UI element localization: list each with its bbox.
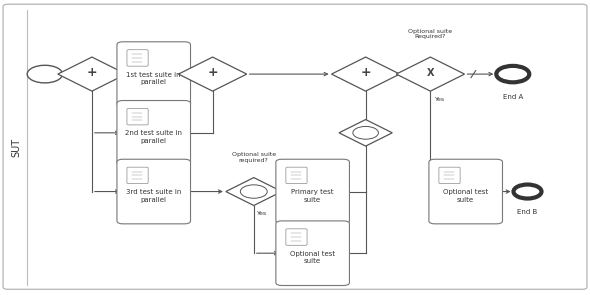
- Text: Optional test
suite: Optional test suite: [443, 189, 489, 203]
- Text: Primary test
suite: Primary test suite: [291, 189, 334, 203]
- Polygon shape: [58, 57, 126, 91]
- Text: Yes: Yes: [257, 212, 267, 216]
- Polygon shape: [339, 119, 392, 146]
- Text: 1st test suite in
parallel: 1st test suite in parallel: [126, 72, 181, 85]
- Text: Optional suite
required?: Optional suite required?: [232, 152, 276, 163]
- FancyBboxPatch shape: [117, 159, 191, 224]
- Text: 2nd test suite in
parallel: 2nd test suite in parallel: [125, 130, 182, 144]
- FancyBboxPatch shape: [117, 101, 191, 165]
- Text: SUT: SUT: [12, 138, 22, 157]
- Circle shape: [353, 127, 378, 139]
- FancyBboxPatch shape: [127, 109, 148, 125]
- FancyBboxPatch shape: [3, 4, 587, 289]
- FancyBboxPatch shape: [429, 159, 503, 224]
- Circle shape: [27, 65, 63, 83]
- Text: Yes: Yes: [435, 97, 445, 102]
- Text: Optional test
suite: Optional test suite: [290, 251, 335, 264]
- FancyBboxPatch shape: [286, 167, 307, 183]
- Circle shape: [240, 185, 267, 198]
- FancyBboxPatch shape: [127, 50, 148, 66]
- FancyBboxPatch shape: [286, 229, 307, 245]
- Polygon shape: [178, 57, 247, 91]
- Circle shape: [496, 66, 529, 82]
- Polygon shape: [332, 57, 400, 91]
- Text: End A: End A: [503, 94, 523, 100]
- Polygon shape: [226, 178, 282, 206]
- Text: End B: End B: [517, 209, 537, 215]
- Polygon shape: [396, 57, 464, 91]
- Text: X: X: [427, 68, 434, 78]
- Text: +: +: [87, 66, 97, 79]
- Text: +: +: [360, 66, 371, 79]
- Text: +: +: [207, 66, 218, 79]
- Circle shape: [513, 185, 542, 199]
- FancyBboxPatch shape: [127, 167, 148, 183]
- Text: Optional suite
Required?: Optional suite Required?: [408, 29, 453, 40]
- Text: 3rd test suite in
parallel: 3rd test suite in parallel: [126, 189, 181, 203]
- FancyBboxPatch shape: [439, 167, 460, 183]
- FancyBboxPatch shape: [117, 42, 191, 106]
- FancyBboxPatch shape: [276, 221, 349, 286]
- FancyBboxPatch shape: [276, 159, 349, 224]
